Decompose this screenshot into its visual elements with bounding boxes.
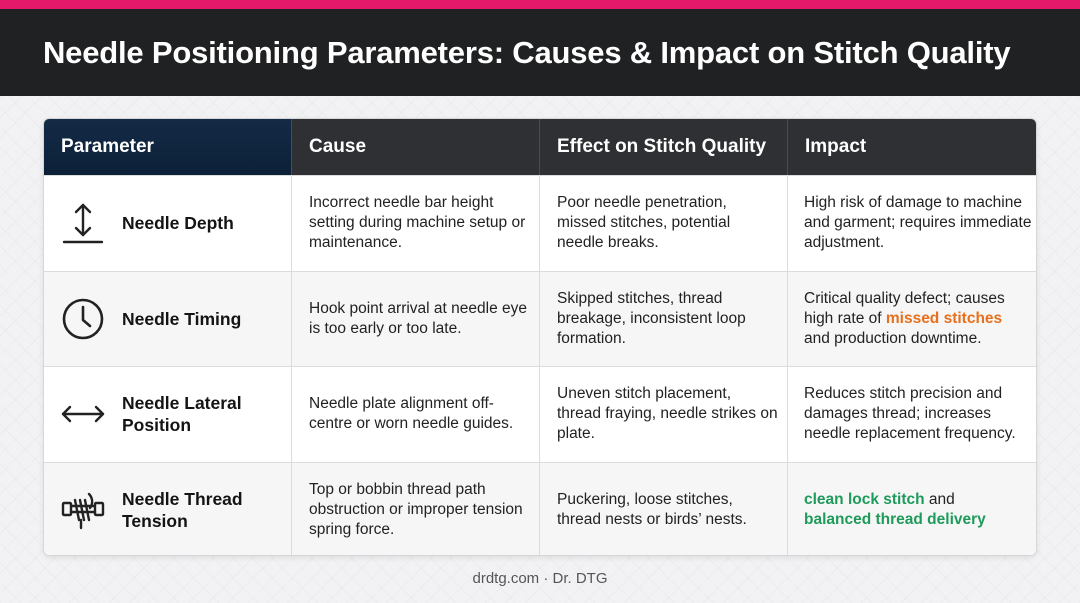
impact-text: High risk of damage to machine and garme… <box>804 194 1032 252</box>
impact-cell: High risk of damage to machine and garme… <box>788 176 1036 271</box>
table-header-row: Parameter Cause Effect on Stitch Quality… <box>44 119 1036 175</box>
parameter-cell: Needle Depth <box>44 176 292 271</box>
vertical-depth-arrow-icon <box>59 199 107 247</box>
cause-cell: Hook point arrival at needle eye is too … <box>292 271 540 366</box>
impact-cell: Critical quality defect; causes high rat… <box>788 272 1036 367</box>
impact-text-after: and production downtime. <box>804 329 982 347</box>
effect-cell: Poor needle penetration, missed stitches… <box>540 176 788 271</box>
parameter-cell: Needle Timing <box>44 271 292 366</box>
header-parameter: Parameter <box>44 119 292 175</box>
impact-highlight: clean lock stitch <box>804 490 925 508</box>
parameter-name: Needle Thread Tension <box>122 488 243 531</box>
cause-cell: Top or bobbin thread path obstruction or… <box>292 462 540 555</box>
table-row: Needle Lateral Position Needle plate ali… <box>44 366 1036 462</box>
page-title: Needle Positioning Parameters: Causes & … <box>43 34 1011 70</box>
table-row: Needle Thread Tension Top or bobbin thre… <box>44 461 1036 556</box>
parameter-cell: Needle Lateral Position <box>44 367 292 462</box>
cause-cell: Incorrect needle bar height setting duri… <box>292 176 540 271</box>
accent-stripe <box>0 0 1080 9</box>
impact-cell: clean lock stitch and balanced thread del… <box>788 463 1036 556</box>
impact-text-before: Critical quality defect; causes high rat… <box>804 289 1005 327</box>
effect-cell: Puckering, loose stitches, thread nests … <box>540 462 788 555</box>
thread-tension-icon <box>59 486 107 534</box>
impact-text: Critical quality defect; causes high rat… <box>804 289 1032 349</box>
parameters-table: Parameter Cause Effect on Stitch Quality… <box>43 118 1037 556</box>
effect-cell: Uneven stitch placement, thread fraying,… <box>540 367 788 462</box>
title-bar: Needle Positioning Parameters: Causes & … <box>0 9 1080 96</box>
impact-cell: Reduces stitch precision and damages thr… <box>788 367 1036 462</box>
parameter-name: Needle Lateral Position <box>122 393 242 436</box>
header-effect: Effect on Stitch Quality <box>540 119 788 175</box>
header-impact: Impact <box>788 119 1036 175</box>
header-cause: Cause <box>292 119 540 175</box>
parameter-name: Needle Depth <box>122 213 234 234</box>
impact-text: clean lock stitch and balanced thread del… <box>804 490 986 530</box>
footer-credit: drdtg.com · Dr. DTG <box>472 570 608 587</box>
impact-highlight: balanced thread delivery <box>804 510 986 528</box>
effect-cell: Skipped stitches, thread breakage, incon… <box>540 271 788 366</box>
parameter-cell: Needle Thread Tension <box>44 462 292 555</box>
impact-text-middle: and <box>924 490 955 508</box>
table-row: Needle Timing Hook point arrival at need… <box>44 270 1036 367</box>
cause-cell: Needle plate alignment off-centre or wor… <box>292 367 540 462</box>
parameter-name: Needle Timing <box>122 308 242 329</box>
clock-icon <box>59 295 107 343</box>
impact-highlight: missed stitches <box>885 309 1003 327</box>
table-row: Needle Depth Incorrect needle bar height… <box>44 175 1036 271</box>
impact-text: Reduces stitch precision and damages thr… <box>804 385 1016 443</box>
horizontal-double-arrow-icon <box>59 390 107 438</box>
